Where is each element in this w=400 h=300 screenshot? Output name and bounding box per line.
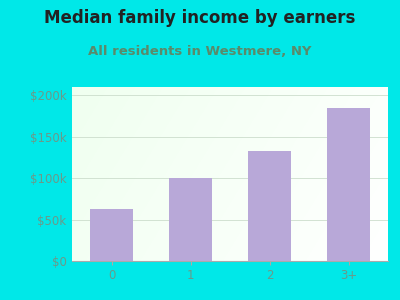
Bar [248,151,291,261]
Bar [327,108,370,261]
Text: Median family income by earners: Median family income by earners [44,9,356,27]
Bar [90,209,133,261]
Bar [169,178,212,261]
Text: All residents in Westmere, NY: All residents in Westmere, NY [88,45,312,58]
